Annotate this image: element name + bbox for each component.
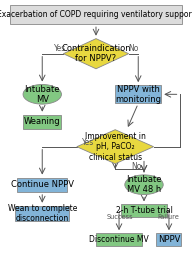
Text: Intubate
MV: Intubate MV [25,85,60,104]
Text: Weaning: Weaning [24,117,60,126]
Text: Yes: Yes [82,138,94,146]
Text: Success: Success [107,214,133,220]
FancyBboxPatch shape [10,5,182,24]
Polygon shape [63,39,129,69]
Ellipse shape [23,84,61,104]
Text: No: No [128,45,139,53]
FancyBboxPatch shape [23,114,61,129]
Polygon shape [77,130,154,164]
Text: Contraindication
for NPPV?: Contraindication for NPPV? [61,44,131,63]
FancyBboxPatch shape [121,204,167,217]
FancyBboxPatch shape [115,85,161,103]
Text: Intubate
MV 48 h: Intubate MV 48 h [126,175,162,194]
Text: NPPV: NPPV [158,235,180,244]
Text: 2-h T-tube trial: 2-h T-tube trial [116,206,172,215]
Text: No: No [131,162,142,171]
Text: Continue NPPV: Continue NPPV [11,180,74,189]
FancyBboxPatch shape [96,233,142,246]
Text: Exacerbation of COPD requiring ventilatory support: Exacerbation of COPD requiring ventilato… [0,10,192,19]
Text: Improvement in
pH, PaCO₂
clinical status: Improvement in pH, PaCO₂ clinical status [85,132,146,162]
FancyBboxPatch shape [15,206,69,221]
Text: Failure: Failure [157,214,179,220]
FancyBboxPatch shape [17,178,67,192]
Text: Yes: Yes [54,45,67,53]
Text: Discontinue MV: Discontinue MV [89,235,149,244]
Text: Wean to complete
disconnection: Wean to complete disconnection [7,204,77,223]
FancyBboxPatch shape [156,233,181,246]
Ellipse shape [125,175,163,194]
Text: NPPV with
monitoring: NPPV with monitoring [115,85,161,104]
